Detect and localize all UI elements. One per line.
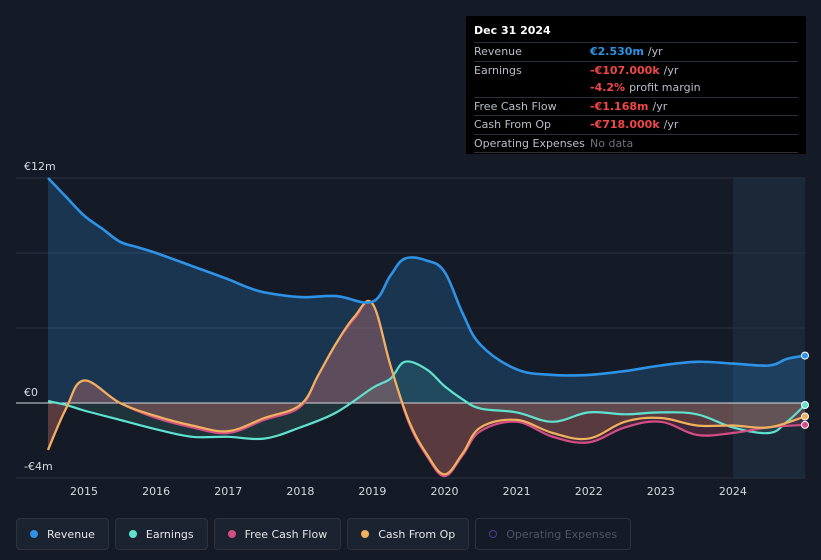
x-tick-label: 2019	[358, 485, 386, 498]
tooltip-unit: /yr	[663, 118, 679, 132]
legend-item-revenue[interactable]: Revenue	[16, 518, 109, 550]
tooltip-row-profit-margin: -4.2% profit margin	[474, 79, 798, 98]
tooltip-key: Revenue	[474, 45, 522, 59]
x-axis-ticks: 2015 2016 2017 2018 2019 2020 2021 2022 2023 2024	[70, 485, 747, 498]
legend-label: Free Cash Flow	[244, 527, 328, 541]
tooltip-unit: /yr	[663, 63, 679, 77]
earnings-end-point	[801, 401, 809, 410]
legend-item-operating-expenses[interactable]: Operating Expenses	[475, 518, 632, 550]
tooltip-row-revenue: Revenue €2.530m /yr	[474, 43, 798, 62]
tooltip-row-fcf: Free Cash Flow -€1.168m /yr	[474, 98, 798, 116]
revenue-dot-icon	[30, 530, 38, 538]
tooltip-unit: /yr	[647, 45, 663, 59]
series-fills	[48, 178, 805, 477]
data-tooltip: Dec 31 2024 Revenue €2.530m /yr Earnings…	[466, 16, 806, 154]
x-tick-label: 2018	[286, 485, 314, 498]
tooltip-value: No data	[590, 136, 634, 150]
y-tick-zero: €0	[24, 386, 38, 399]
legend-label: Earnings	[145, 527, 194, 541]
tooltip-unit: profit margin	[629, 81, 701, 95]
tooltip-key: Cash From Op	[474, 118, 552, 132]
x-tick-label: 2016	[142, 485, 170, 498]
revenue-area	[48, 178, 805, 403]
tooltip-date: Dec 31 2024	[474, 24, 798, 43]
x-tick-label: 2020	[431, 485, 459, 498]
tooltip-row-earnings: Earnings -€107.000k /yr	[474, 62, 798, 80]
free-cash-flow-end-point	[801, 420, 809, 429]
y-tick-top: €12m	[24, 160, 56, 173]
legend-label: Operating Expenses	[506, 527, 618, 541]
cash-from-op-area	[48, 300, 805, 475]
series-end-markers	[801, 351, 809, 429]
series-lines	[46, 177, 806, 478]
tooltip-value: -€718.000k	[590, 118, 660, 132]
tooltip-key: Operating Expenses	[474, 136, 585, 150]
legend-label: Cash From Op	[378, 527, 456, 541]
tooltip-value: -€107.000k	[590, 63, 660, 77]
earnings-area	[48, 361, 805, 440]
gridlines	[16, 177, 805, 479]
legend-item-earnings[interactable]: Earnings	[114, 518, 208, 550]
tooltip-value: -€1.168m	[590, 99, 649, 113]
legend-item-cash-from-op[interactable]: Cash From Op	[347, 518, 470, 550]
tooltip-key: Free Cash Flow	[474, 99, 557, 113]
free-cash-flow-area	[48, 301, 805, 477]
earnings-line	[47, 360, 806, 441]
tooltip-row-opex: Operating Expenses No data	[474, 135, 798, 153]
x-tick-label: 2024	[719, 485, 747, 498]
opex-dot-icon	[489, 530, 498, 538]
cfo-dot-icon	[361, 530, 370, 538]
x-tick-label: 2023	[647, 485, 675, 498]
x-tick-label: 2022	[575, 485, 603, 498]
x-tick-label: 2021	[503, 485, 531, 498]
cash-from-op-line	[46, 299, 806, 476]
revenue-line	[47, 177, 806, 377]
tooltip-value: -4.2%	[590, 81, 626, 95]
tooltip-value: €2.530m	[590, 45, 644, 59]
tooltip-key: Earnings	[474, 63, 522, 77]
legend-item-free-cash-flow[interactable]: Free Cash Flow	[213, 518, 342, 550]
tooltip-row-cfo: Cash From Op -€718.000k /yr	[474, 116, 798, 135]
legend-label: Revenue	[47, 527, 95, 541]
earnings-dot-icon	[128, 530, 137, 538]
revenue-end-point	[801, 351, 809, 360]
x-tick-label: 2017	[214, 485, 242, 498]
tooltip-unit: /yr	[652, 99, 668, 113]
y-tick-bottom: -€4m	[24, 460, 53, 473]
fcf-dot-icon	[227, 530, 236, 538]
x-tick-label: 2015	[70, 485, 98, 498]
cash-from-op-end-point	[801, 412, 809, 421]
legend: Revenue Earnings Free Cash Flow Cash Fro…	[16, 518, 632, 550]
